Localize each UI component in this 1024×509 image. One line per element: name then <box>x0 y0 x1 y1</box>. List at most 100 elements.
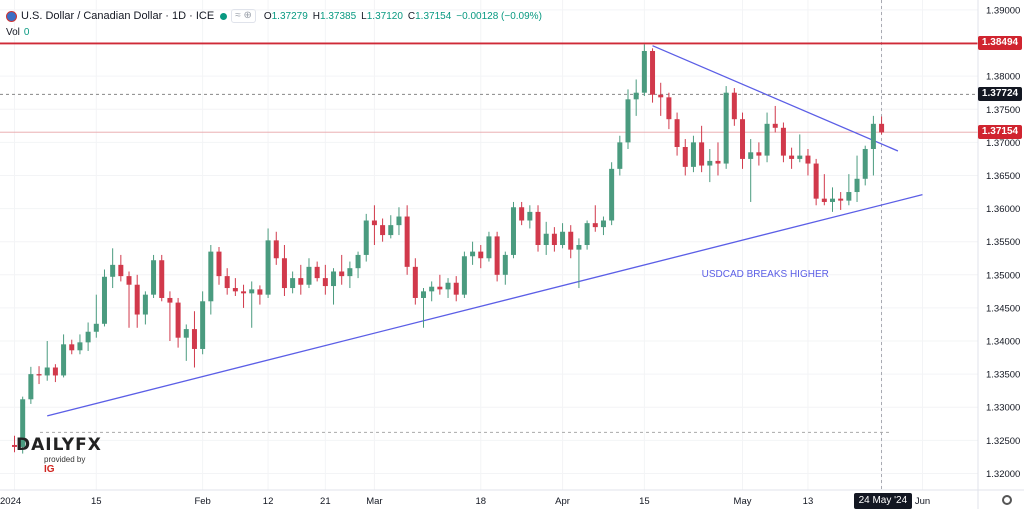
candle <box>396 207 402 236</box>
candle-body <box>371 220 377 226</box>
candle <box>846 174 852 206</box>
candle <box>764 112 770 163</box>
candle-body <box>44 367 50 376</box>
compare-button[interactable]: ≈ ⊕ <box>231 9 256 23</box>
candle <box>870 115 876 176</box>
settings-gear-icon[interactable] <box>1002 495 1012 505</box>
candle <box>265 228 271 298</box>
candle-body <box>854 178 860 193</box>
candle <box>658 82 664 116</box>
candle-body <box>331 271 337 287</box>
candle <box>756 142 762 166</box>
candle <box>723 86 729 169</box>
candle <box>371 205 377 245</box>
candles <box>12 44 885 454</box>
candle <box>527 205 533 229</box>
candle <box>813 158 819 206</box>
candle <box>52 364 58 383</box>
time-tick-label: 13 <box>803 496 814 507</box>
candle <box>568 225 574 259</box>
candle <box>650 48 656 103</box>
candle-body <box>568 231 574 250</box>
price-tick-label: 1.33000 <box>986 403 1020 414</box>
candle-body <box>764 123 770 156</box>
candle <box>355 251 361 279</box>
candle <box>838 192 844 210</box>
candle <box>257 285 263 305</box>
price-tick-label: 1.38000 <box>986 72 1020 83</box>
candle-body <box>52 367 58 376</box>
candle <box>110 248 116 289</box>
candle-body <box>723 92 729 164</box>
price-tick-label: 1.32000 <box>986 469 1020 480</box>
candle-body <box>339 271 345 277</box>
symbol-title[interactable]: U.S. Dollar / Canadian Dollar · 1D · ICE <box>21 10 215 22</box>
candle-body <box>674 119 680 147</box>
volume-legend[interactable]: Vol 0 <box>6 27 30 38</box>
price-tick-label: 1.37500 <box>986 105 1020 116</box>
ohlc-change: −0.00128 (−0.09%) <box>456 10 542 22</box>
candle <box>862 145 868 186</box>
candle <box>101 269 107 327</box>
candle-body <box>208 251 214 302</box>
candle-body <box>273 240 279 259</box>
candle-body <box>862 148 868 179</box>
candle-body <box>789 155 795 159</box>
candle <box>232 278 238 296</box>
candle <box>249 281 255 328</box>
candle <box>748 139 754 202</box>
candle-body <box>380 225 386 236</box>
time-tick-label: Apr <box>555 496 570 507</box>
candle <box>461 251 467 298</box>
candle <box>780 122 786 163</box>
candle-body <box>527 211 533 221</box>
candle-body <box>740 119 746 159</box>
candle-body <box>28 374 34 400</box>
candle <box>44 341 50 381</box>
candle <box>543 221 549 255</box>
time-tick-label: Jun <box>915 496 930 507</box>
candle <box>28 366 34 404</box>
candle-body <box>609 168 615 221</box>
candle-body <box>748 152 754 159</box>
candle-body <box>249 289 255 294</box>
candle-body <box>69 344 75 351</box>
candle <box>290 271 296 294</box>
candle <box>200 291 206 355</box>
candle-body <box>830 198 835 202</box>
candle-body <box>453 282 459 295</box>
price-tick-label: 1.36500 <box>986 171 1020 182</box>
candle <box>584 220 590 250</box>
candle <box>519 201 525 226</box>
candle <box>600 216 606 236</box>
candle-body <box>101 276 107 324</box>
candle <box>609 162 615 226</box>
candle-body <box>551 233 557 245</box>
price-label: 1.37154 <box>978 125 1022 140</box>
candle-body <box>879 123 885 133</box>
crosshair-date-label: 24 May '24 <box>853 493 913 509</box>
candle <box>707 148 713 183</box>
time-tick-label: May <box>734 496 752 507</box>
candle <box>20 396 26 454</box>
candle <box>77 334 83 355</box>
candle-body <box>535 211 541 245</box>
time-tick-label: Feb <box>194 496 210 507</box>
candle <box>715 142 721 176</box>
price-label: 1.38494 <box>978 36 1022 51</box>
time-tick-label: 12 <box>263 496 274 507</box>
candle-body <box>167 297 173 303</box>
candle <box>699 125 705 173</box>
price-tick-label: 1.34000 <box>986 337 1020 348</box>
candle-body <box>93 323 99 332</box>
candle-body <box>650 50 656 95</box>
candle <box>175 297 181 348</box>
candle <box>322 264 328 295</box>
candle-body <box>404 216 410 267</box>
candle <box>273 231 279 265</box>
candle-body <box>322 278 328 287</box>
candle-body <box>699 142 705 166</box>
candle <box>69 339 75 355</box>
candle-body <box>118 264 124 277</box>
